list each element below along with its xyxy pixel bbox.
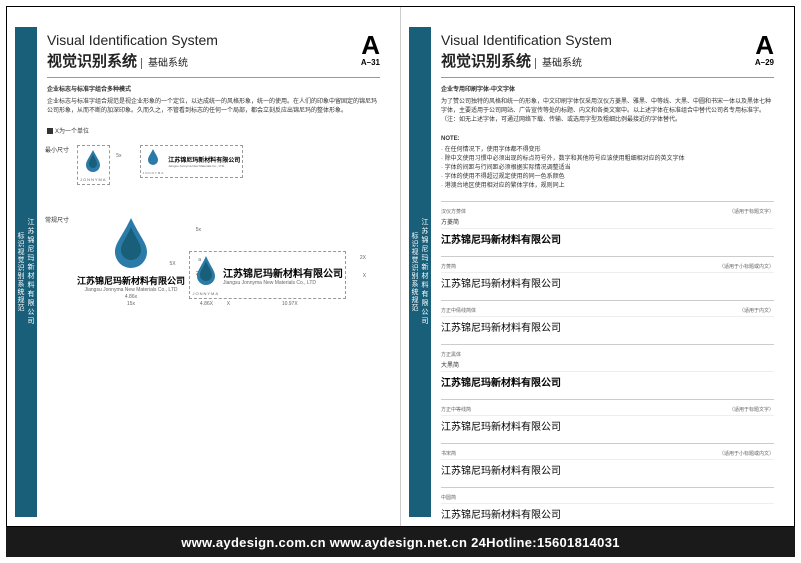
note-line: · 字体的间距与行间距必须根据实际情况调整适当 xyxy=(441,164,774,173)
drop-icon xyxy=(109,215,153,269)
spine-company: 江苏锦尼玛新材料有限公司 xyxy=(25,218,35,326)
logo-sample-min: 最小尺寸 JONNYMA 5x JONNYMA xyxy=(47,145,380,185)
logo-sample-normal: 常规尺寸 江苏锦尼玛新材料有限公司 Jiangsu Jonnyma New Ma… xyxy=(47,215,380,310)
subtitle-left: 企业标志与标准字组合多种模式 xyxy=(47,86,380,95)
spine-bottom: 条幅广告 品牌策划 xyxy=(5,236,15,308)
intro-left: 企业标志与标准字组合多种模式 企业标志与标准字组合规范是视企业形象的一个定位，以… xyxy=(47,86,380,116)
logo-horizontal-small: JONNYMA 江苏锦尼玛新材料有限公司 Jiangsu Jonnyma New… xyxy=(140,145,244,178)
footer-bar: www.aydesign.com.cn www.aydesign.net.cn … xyxy=(6,527,795,557)
font-row: 书宋简（适用于小标题或内文） 江苏锦尼玛新材料有限公司 xyxy=(441,443,774,479)
font-row: 方菱简（适用于小标题或内文） 江苏锦尼玛新材料有限公司 xyxy=(441,256,774,292)
section-code-num: A–31 xyxy=(361,58,380,67)
font-row: 汉仪方菱体（适用于标题文字） 方菱简 江苏锦尼玛新材料有限公司 xyxy=(441,201,774,248)
logo-horizontal-large: JONNYMA 江苏锦尼玛新材料有限公司 Jiangsu Jonnyma New… xyxy=(189,251,346,307)
drop-icon xyxy=(193,254,219,286)
note-line: · 港澳台地区使用相对应的繁体字体，规则同上 xyxy=(441,182,774,191)
document-canvas: 江苏锦尼玛新材料有限公司 标识视觉识别系统规范 条幅广告 品牌策划 Visual… xyxy=(6,6,795,527)
title-cn: 视觉识别系统基础系统 xyxy=(47,50,218,71)
content-left: Visual Identification System 视觉识别系统基础系统 … xyxy=(47,7,380,310)
drop-icon xyxy=(83,148,103,172)
note-block: NOTE: · 在任何情况下，使用字体都不得变形 · 除中文使用习惯中必须出现的… xyxy=(441,135,774,191)
note-line: · 除中文使用习惯中必须出现的标点符号外，数字和其他符号应该使用粗细相对应的英文… xyxy=(441,155,774,164)
page-left: 江苏锦尼玛新材料有限公司 标识视觉识别系统规范 条幅广告 品牌策划 Visual… xyxy=(7,7,401,526)
page-right: 江苏锦尼玛新材料有限公司 标识视觉识别系统规范 条幅广告 品牌策划 Visual… xyxy=(401,7,794,526)
spine-mid: 标识视觉识别系统规范 xyxy=(15,232,25,312)
title-en: Visual Identification System xyxy=(47,32,218,48)
intro-right: 企业专用印刷字体-中文字体 为了赞公司独特的风格和统一的形象，中文印刷字体仅采用… xyxy=(441,86,774,125)
footer-text: www.aydesign.com.cn www.aydesign.net.cn … xyxy=(181,535,620,550)
font-row: 方正黑体 大黑简 江苏锦尼玛新材料有限公司 xyxy=(441,344,774,391)
content-right: Visual Identification System 视觉识别系统基础系统 … xyxy=(441,7,774,523)
header-left: Visual Identification System 视觉识别系统基础系统 … xyxy=(47,32,380,78)
font-samples: 汉仪方菱体（适用于标题文字） 方菱简 江苏锦尼玛新材料有限公司 方菱简（适用于小… xyxy=(441,201,774,523)
intro-text: 企业标志与标准字组合规范是视企业形象的一个定位，以达成统一的风格形象，统一的使用… xyxy=(47,98,380,116)
font-row: 方正中等线简（适用于标题文字） 江苏锦尼玛新材料有限公司 xyxy=(441,399,774,435)
label-min: 最小尺寸 xyxy=(45,145,69,154)
font-row: 方正中倩线简体（适用于内文） 江苏锦尼玛新材料有限公司 xyxy=(441,300,774,336)
brand-text: JONNYMA xyxy=(80,177,107,182)
logo-vertical-small: JONNYMA 5x xyxy=(77,145,110,185)
note-line: · 字体的使用不得超过规定使用的同一色系颜色 xyxy=(441,173,774,182)
drop-icon xyxy=(146,148,160,166)
spine-left: 江苏锦尼玛新材料有限公司 标识视觉识别系统规范 条幅广告 品牌策划 xyxy=(15,27,37,517)
note-line: · 在任何情况下，使用字体都不得变形 xyxy=(441,146,774,155)
unit-note: X为一个单位 xyxy=(47,126,380,135)
spine-right: 江苏锦尼玛新材料有限公司 标识视觉识别系统规范 条幅广告 品牌策划 xyxy=(409,27,431,517)
section-code-a: A xyxy=(361,32,380,58)
unit-square-icon xyxy=(47,128,53,134)
header-right: Visual Identification System 视觉识别系统基础系统 … xyxy=(441,32,774,78)
label-normal: 常规尺寸 xyxy=(45,215,69,224)
font-row: 中圆简 江苏锦尼玛新材料有限公司 xyxy=(441,487,774,523)
